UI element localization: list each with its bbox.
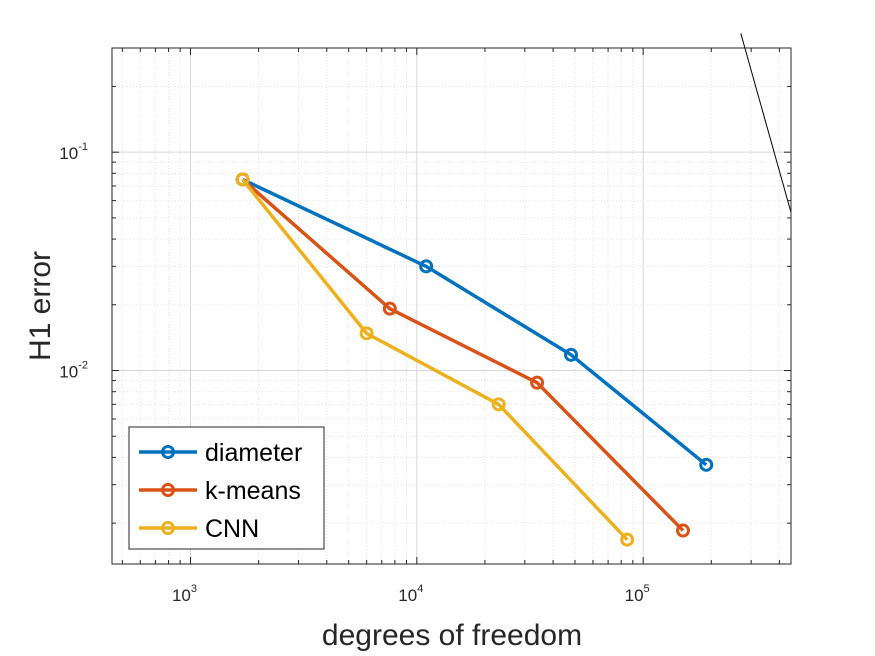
data-point-diameter (419, 259, 434, 274)
x-tick-label: 104 (398, 583, 423, 605)
y-tick-label: 10-2 (59, 360, 88, 382)
x-axis-label: degrees of freedom (322, 619, 582, 652)
legend-marker-cnn (161, 521, 175, 535)
data-point-k-means (530, 375, 545, 390)
data-point-cnn (359, 326, 374, 341)
series-line-k-means (241, 178, 685, 532)
series-line-cnn (241, 178, 629, 541)
slope-line (740, 33, 792, 213)
legend-marker-k-means (161, 483, 175, 497)
legend-label-cnn: CNN (205, 515, 259, 543)
y-axis-label: H1 error (24, 251, 57, 361)
legend-marker-diameter (161, 445, 175, 459)
data-point-cnn (235, 172, 250, 187)
legend-label-diameter: diameter (205, 439, 302, 467)
slope-triangle: -3/3 (740, 33, 792, 213)
data-point-k-means (676, 523, 691, 538)
x-tick-labels: 103 104 105 (172, 583, 650, 605)
data-point-diameter (699, 457, 714, 472)
x-tick-label: 105 (625, 583, 650, 605)
data-point-cnn (491, 397, 506, 412)
data-point-k-means (382, 301, 397, 316)
series-line-diameter (241, 177, 708, 467)
ticks (112, 48, 791, 564)
data-point-cnn (620, 532, 635, 547)
x-tick-label: 103 (172, 583, 197, 605)
y-tick-label: 10-1 (59, 141, 88, 163)
y-tick-labels: 10-2 10-1 (59, 141, 88, 381)
plot-frame (111, 47, 792, 565)
series-group (235, 172, 714, 547)
data-point-diameter (564, 347, 579, 362)
legend: diameter k-means CNN (128, 426, 325, 550)
legend-label-k-means: k-means (205, 477, 301, 505)
